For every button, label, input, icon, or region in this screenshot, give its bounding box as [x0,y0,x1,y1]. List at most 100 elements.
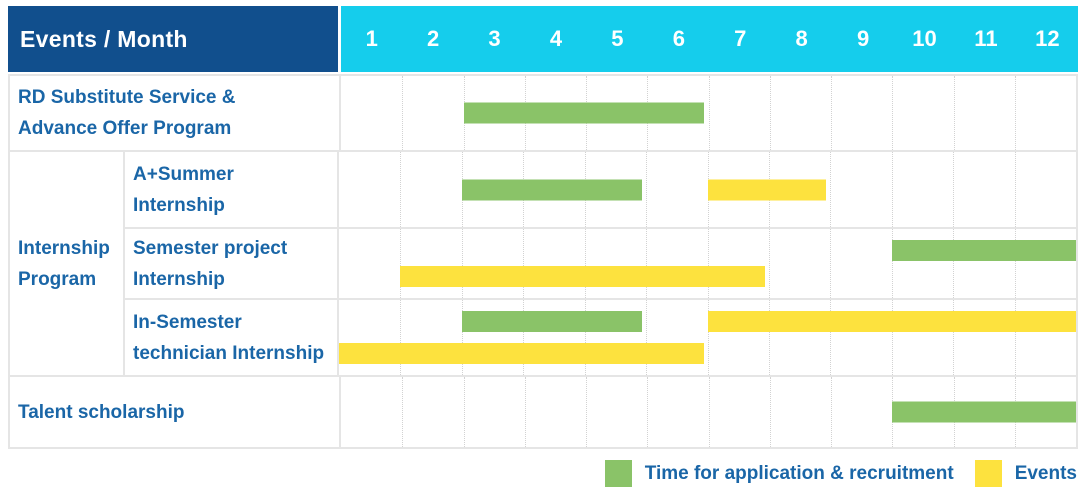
legend-yellow-label: Events [1014,462,1077,484]
month-header-9: 9 [856,26,870,51]
row-label-line: technician Internship [133,342,325,364]
legend-yellow-swatch-icon [974,460,1002,487]
month-gridline [523,229,525,298]
month-header-10: 10 [912,26,937,51]
gantt-table: Events / Month 1 2 3 4 5 6 7 8 9 10 11 12 RD Substi… [8,6,1078,449]
month-gridline [831,76,832,150]
month-gridline [953,229,955,298]
table-row: Internship Program A+Summer Internship Semes… [10,152,1076,377]
month-gridline [584,229,586,298]
month-gridline [830,229,832,298]
month-header-3: 3 [488,26,501,51]
month-gridline [831,377,832,447]
group-label: Internship Program [10,152,125,375]
month-gridline [586,377,587,447]
subrow-stack: A+Summer Internship Semester project Intern… [125,152,1076,375]
row-label-line: Talent scholarship [18,401,185,423]
events-month-header: Events / Month [8,6,338,72]
month-gridline [891,300,893,375]
row-label: RD Substitute Service & Advance Offer Pro… [10,76,341,150]
gantt-bar-green [891,240,1076,261]
month-gridline [524,377,526,447]
row-label-line: Internship [133,194,225,216]
gantt-lane [341,76,1076,150]
month-gridline [646,152,648,227]
table-subrow: In-Semester technician Internship [125,300,1076,375]
table-subrow: A+Summer Internship [125,152,1076,229]
gantt-bar-yellow [707,311,1076,332]
table-subrow: Semester project Internship [125,229,1076,300]
row-label-line: Advance Offer Program [18,118,232,139]
gantt-bar-green [461,311,643,332]
month-gridline [707,229,709,298]
month-gridline [953,300,955,375]
legend-green-swatch-icon [604,460,632,487]
table-row: RD Substitute Service & Advance Offer Pro… [10,76,1076,152]
month-header-12: 12 [1035,26,1060,51]
month-gridline [400,152,402,227]
month-gridline [891,229,893,298]
month-header-5: 5 [611,26,624,51]
month-gridline [708,76,710,150]
month-gridline [463,377,465,447]
gantt-lane [339,152,1076,227]
row-label: A+Summer Internship [125,152,339,227]
month-gridline [400,229,402,298]
gantt-lane [341,377,1076,447]
month-gridline [647,377,649,447]
month-gridline [708,377,710,447]
month-gridline [892,76,894,150]
row-label-line: In-Semester [133,311,242,333]
row-label: Semester project Internship [125,229,339,298]
month-gridline [1014,76,1016,150]
month-gridline [400,300,402,375]
row-label-line: RD Substitute Service & [18,87,236,108]
month-gridline [707,300,709,375]
month-gridline [1014,300,1016,375]
month-gridline [646,229,648,298]
row-label-line: Program [18,268,97,290]
gantt-bar-yellow [400,266,765,287]
row-label-line: Internship [133,268,225,290]
month-gridline [1014,152,1016,227]
gantt-bar-green [461,179,643,200]
table-header-row: Events / Month 1 2 3 4 5 6 7 8 9 10 11 12 [8,6,1078,72]
month-gridline [461,300,463,375]
table-row: Talent scholarship [10,377,1076,447]
table-body: RD Substitute Service & Advance Offer Pro… [8,74,1078,449]
gantt-bar-green [463,102,705,124]
month-gridline [830,300,832,375]
gantt-bar-yellow [339,343,704,364]
month-gridline [953,76,955,150]
month-header-6: 6 [672,26,685,51]
row-label-line: A+Summer [133,163,234,185]
month-header-7: 7 [734,26,747,51]
row-label: In-Semester technician Internship [125,300,339,375]
month-gridline [768,229,770,298]
month-gridline [891,152,893,227]
month-header-strip: 1 2 3 4 5 6 7 8 9 10 11 12 [341,6,1078,72]
row-label: Talent scholarship [10,377,341,447]
gantt-bar-yellow [707,179,827,200]
row-label-line: Semester project [133,237,288,259]
month-gridline [1014,229,1016,298]
month-gridline [523,300,525,375]
month-header-8: 8 [795,26,808,51]
month-header-11: 11 [974,26,998,51]
month-gridline [402,76,404,150]
month-gridline [769,377,771,447]
gantt-bar-green [892,401,1076,423]
month-gridline [953,152,955,227]
month-gridline [830,152,832,227]
month-header-1: 1 [365,26,378,51]
gantt-lane [339,300,1076,375]
month-gridline [402,377,404,447]
month-gridline [768,300,770,375]
legend-green-label: Time for application & recruitment [644,462,954,484]
month-gridline [769,76,771,150]
month-gridline [461,229,463,298]
month-gridline [646,300,648,375]
month-gridline [584,300,586,375]
month-header-2: 2 [427,26,440,51]
